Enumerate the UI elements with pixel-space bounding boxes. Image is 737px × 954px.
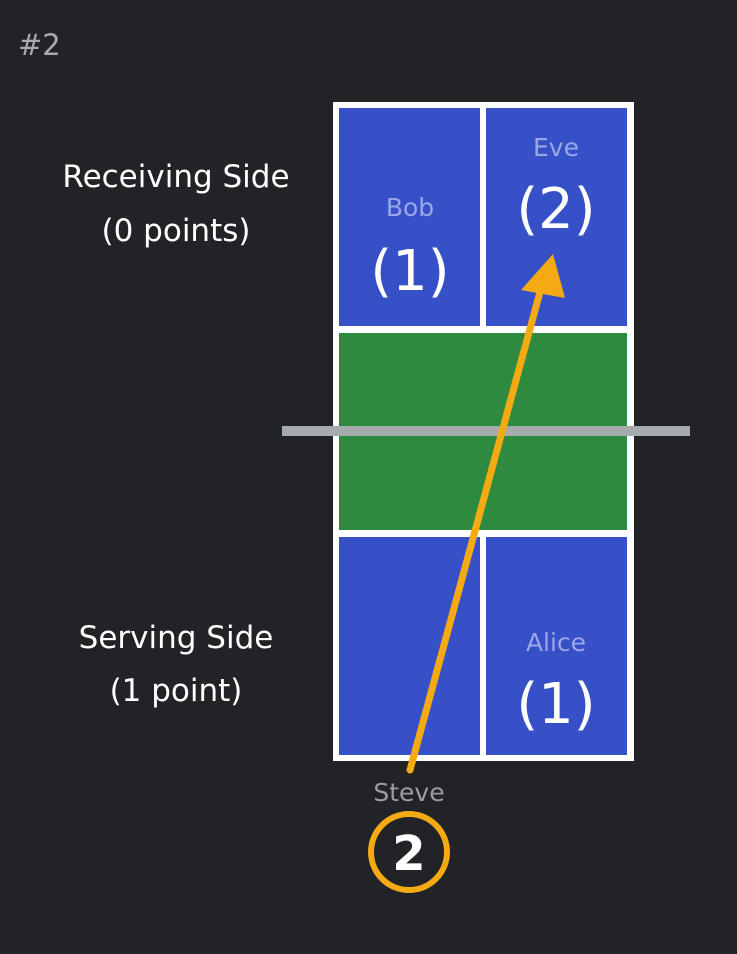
serve-arrow-head (521, 254, 565, 298)
receiving-side-points: (0 points) (102, 213, 251, 249)
serving-side-title: Serving Side (79, 620, 274, 656)
server-number: 2 (392, 826, 425, 882)
court (333, 102, 634, 761)
server-name: Steve (373, 778, 444, 807)
player-position-alice: (1) (516, 672, 595, 737)
serve-arrow (406, 254, 565, 774)
diagram-number: #2 (18, 28, 61, 62)
service-box-alice (486, 537, 627, 755)
player-name-alice: Alice (526, 628, 586, 657)
serving-side-points: (1 point) (110, 673, 243, 709)
server-number-badge (368, 811, 450, 893)
player-name-bob: Bob (386, 193, 434, 222)
player-position-bob: (1) (370, 239, 449, 304)
service-box-server-left (339, 537, 480, 755)
player-position-eve: (2) (516, 177, 595, 242)
player-name-eve: Eve (533, 133, 579, 162)
net (282, 426, 690, 436)
service-box-bob (339, 108, 480, 326)
serve-arrow-line (406, 288, 544, 774)
receiving-side-title: Receiving Side (62, 159, 289, 195)
